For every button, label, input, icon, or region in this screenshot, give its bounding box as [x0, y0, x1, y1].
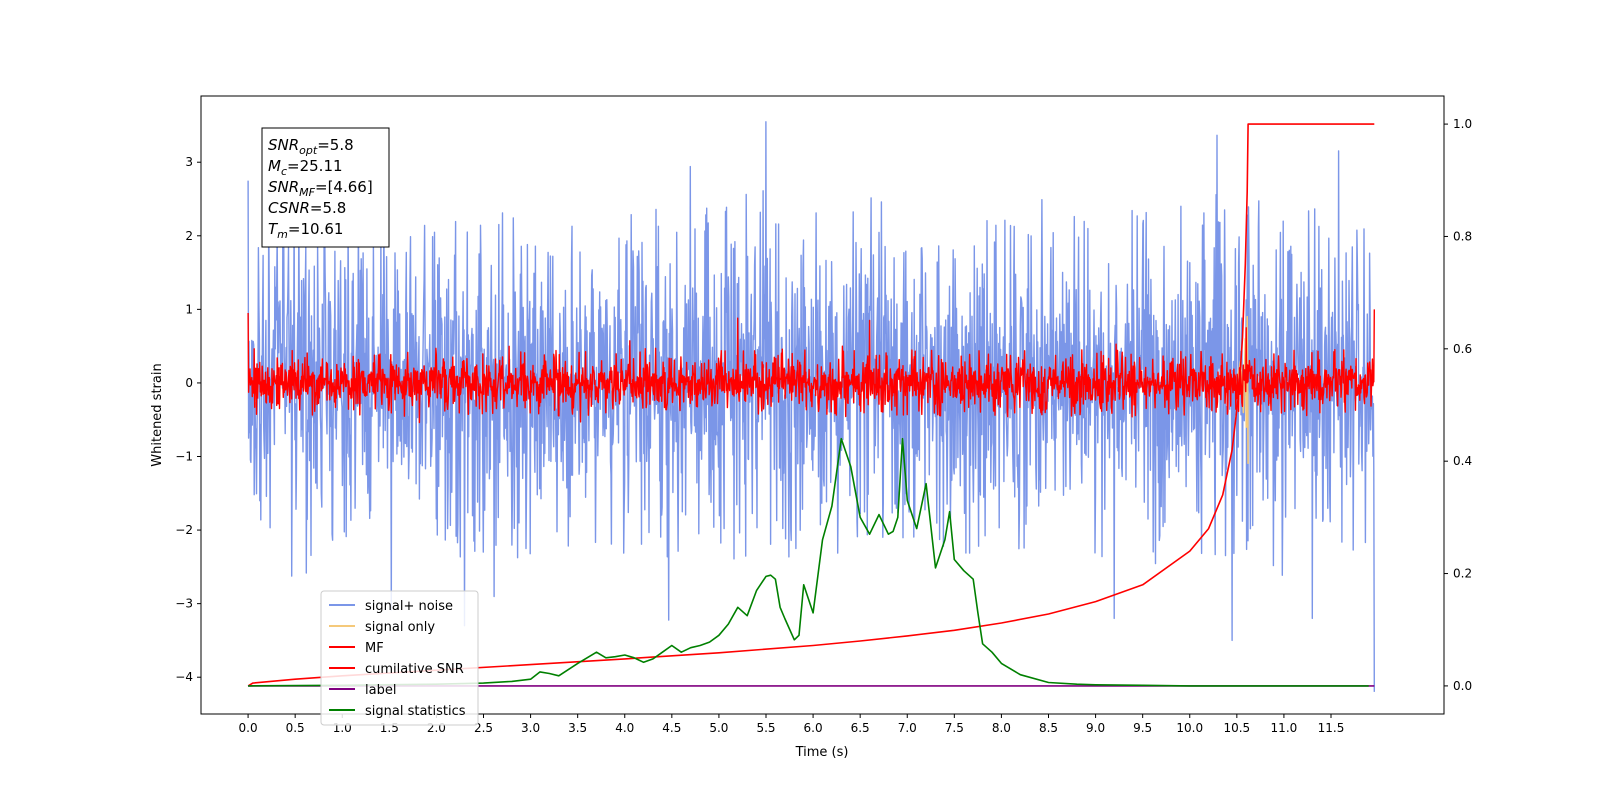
infobox-line: Mc=25.11 [268, 157, 343, 178]
y2-tick-label: 0.8 [1453, 229, 1472, 243]
infobox-line: CSNR=5.8 [268, 199, 346, 217]
y-tick-label: −3 [175, 597, 193, 611]
x-tick-label: 11.0 [1271, 721, 1298, 735]
y2-tick-label: 1.0 [1453, 117, 1472, 131]
x-tick-label: 11.5 [1318, 721, 1345, 735]
x-tick-label: 7.5 [945, 721, 964, 735]
series-line-signal-statistics [248, 437, 1369, 687]
legend-entry-label: label [365, 683, 396, 698]
y-tick-label: 3 [185, 155, 193, 169]
legend-entry-label: signal only [365, 620, 435, 635]
x-tick-label: 5.0 [709, 721, 728, 735]
x-tick-label: 4.5 [662, 721, 681, 735]
y-tick-label: 1 [185, 302, 193, 316]
x-tick-label: 9.0 [1086, 721, 1105, 735]
infobox-line: SNRMF=[4.66] [268, 178, 373, 199]
plot-area: 0.0 0.5 1.0 1.5 2.0 2.5 3.0 3.5 4.0 4.5 5.0 5.5 6.0 6… [175, 95, 1472, 735]
y2-tick-label: 0.0 [1453, 679, 1472, 693]
y-tick-label: −1 [175, 450, 193, 464]
x-tick-label: 5.5 [756, 721, 775, 735]
plot-frame [200, 95, 1445, 715]
y2-tick-label: 0.4 [1453, 454, 1472, 468]
legend-frame [320, 590, 479, 726]
y-axis-ticks: −4 −3 −2 −1 0 1 2 3 [175, 155, 201, 684]
x-axis-label: Time (s) [795, 745, 849, 760]
x-axis-ticks: 0.0 0.5 1.0 1.5 2.0 2.5 3.0 3.5 4.0 4.5 5.0 5.5 6.0 6… [239, 714, 1345, 735]
x-tick-label: 8.0 [992, 721, 1011, 735]
x-tick-label: 7.0 [898, 721, 917, 735]
x-tick-label: 10.0 [1176, 721, 1203, 735]
y-tick-label: 2 [185, 229, 193, 243]
legend: signal+ noise signal only MF cumilative SNR… [320, 590, 479, 726]
x-tick-label: 6.5 [851, 721, 870, 735]
x-tick-label: 3.0 [521, 721, 540, 735]
x-tick-label: 2.5 [474, 721, 493, 735]
y-tick-label: 0 [185, 376, 193, 390]
legend-entry-label: MF [365, 641, 384, 656]
y-tick-label: −4 [175, 670, 193, 684]
series-line-mf [247, 309, 1375, 424]
y-tick-label: −2 [175, 523, 193, 537]
legend-entry-label: signal statistics [365, 704, 466, 719]
x-tick-label: 3.5 [568, 721, 587, 735]
infobox-line: SNRopt=5.8 [268, 136, 354, 157]
x-tick-label: 6.0 [804, 721, 823, 735]
x-tick-label: 10.5 [1223, 721, 1250, 735]
x-tick-label: 0.5 [286, 721, 305, 735]
y2-tick-label: 0.2 [1453, 567, 1472, 581]
infobox-frame [261, 127, 390, 248]
y-axis-label: Whitened strain [150, 363, 165, 466]
x-tick-label: 8.5 [1039, 721, 1058, 735]
y2-axis-ticks: 0.0 0.2 0.4 0.6 0.8 1.0 [1444, 117, 1472, 693]
infobox-line: Tm=10.61 [268, 220, 343, 241]
x-tick-label: 4.0 [615, 721, 634, 735]
legend-entry-label: cumilative SNR [365, 662, 464, 677]
x-tick-label: 0.0 [239, 721, 258, 735]
y2-tick-label: 0.6 [1453, 342, 1472, 356]
legend-entry-label: signal+ noise [365, 599, 453, 614]
x-tick-label: 9.5 [1133, 721, 1152, 735]
series-line-signal-noise [247, 121, 1375, 692]
